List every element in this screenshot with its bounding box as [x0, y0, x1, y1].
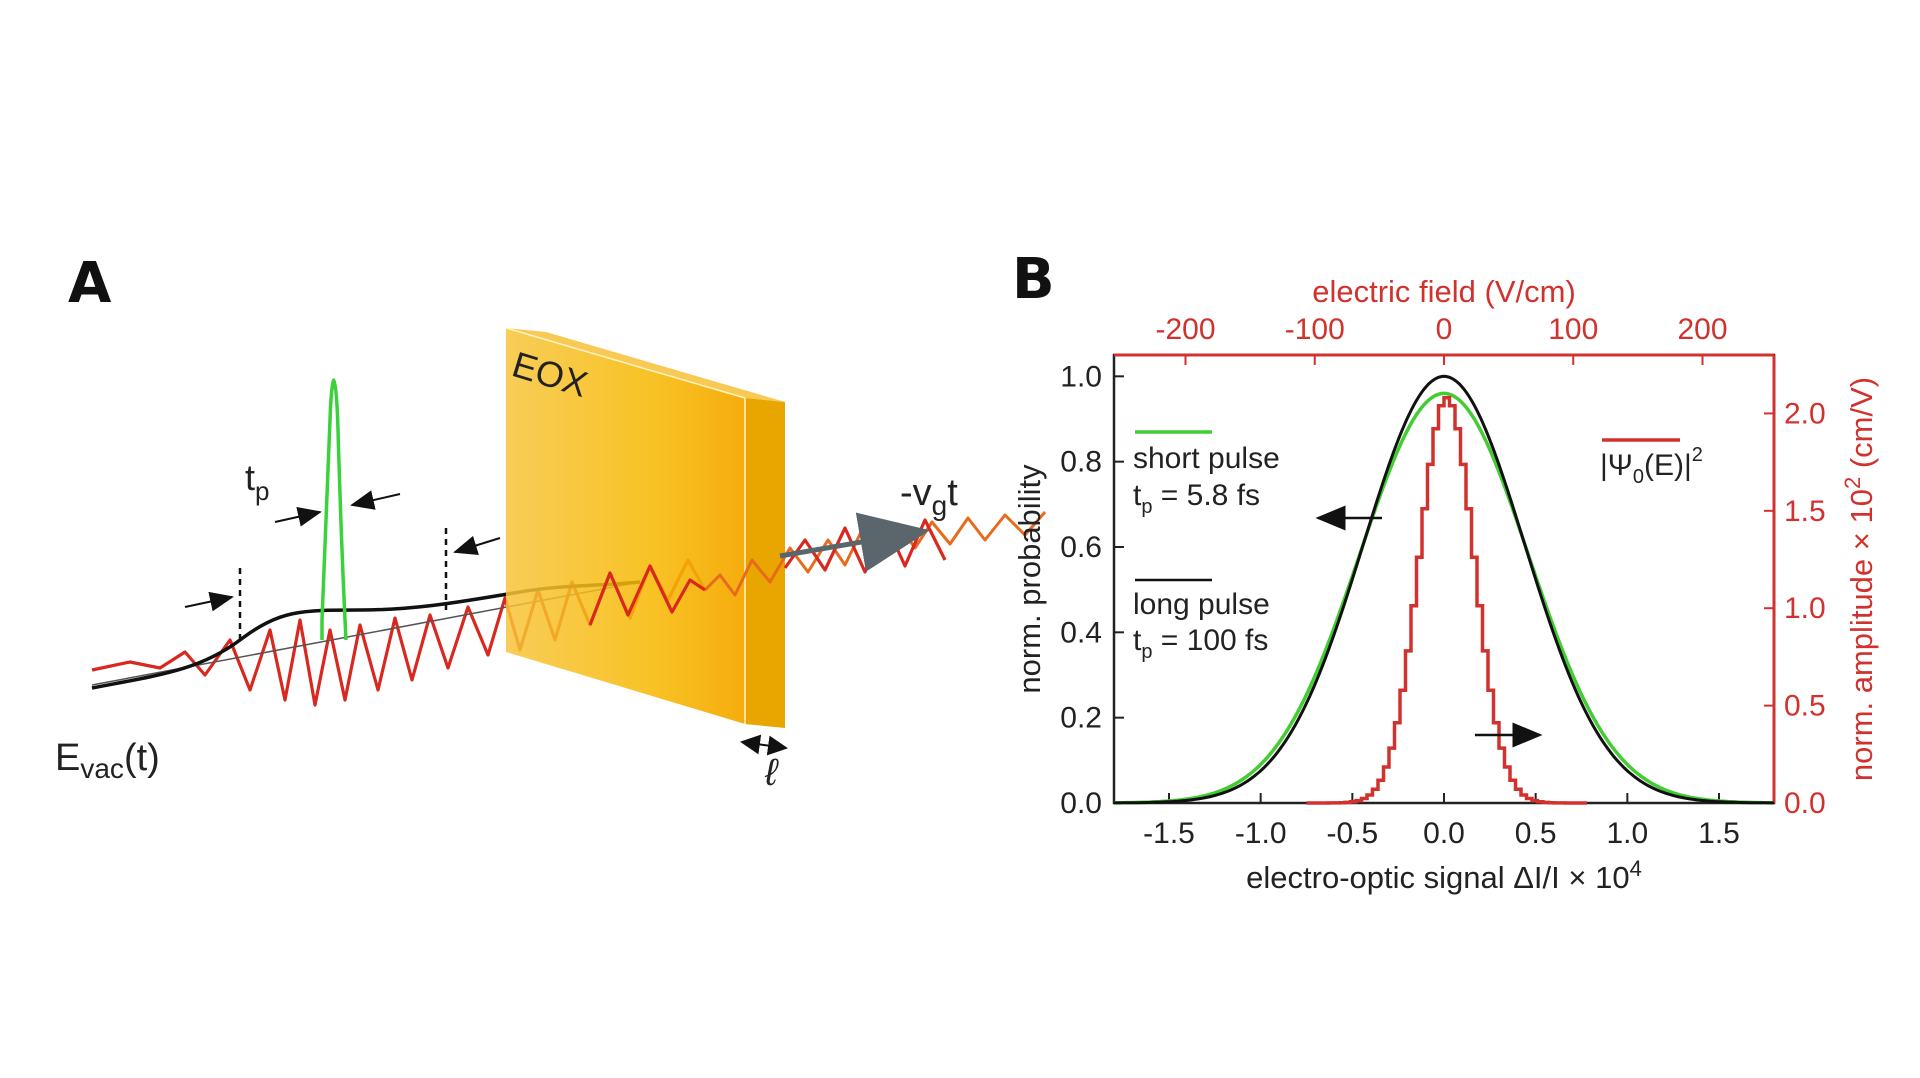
right-tick-label-2: 1.0	[1784, 592, 1826, 625]
top-tick-label-3: 100	[1548, 313, 1598, 346]
panel-a: A tp EOX	[55, 251, 1047, 794]
axis-ticks: -1.5 -1.0 -0.5 0.0 0.5 1.0 1.5 0.0 0.2 0.4 0.6 0.8 1…	[1060, 313, 1825, 850]
x-tick-label-6: 1.5	[1698, 817, 1740, 850]
top-tick-label-0: -200	[1155, 313, 1215, 346]
propagation-arrow	[779, 512, 930, 572]
x-tick-label-4: 0.5	[1515, 817, 1557, 850]
y-axis-title: norm. probability	[1012, 464, 1047, 694]
vacuum-distribution-curve	[1306, 395, 1587, 805]
legend-short-name: short pulse	[1133, 442, 1280, 475]
x-tick-label-2: -0.5	[1326, 817, 1378, 850]
panel-b-letter: B	[1012, 247, 1055, 312]
legend-long-param: tp = 100 fs	[1133, 624, 1268, 663]
legend-short-param: tp = 5.8 fs	[1133, 479, 1260, 518]
field-exit	[783, 518, 947, 574]
right-tick-label-3: 1.5	[1784, 495, 1826, 528]
eox-crystal	[505, 327, 785, 728]
y-tick-label-0: 0.0	[1060, 787, 1102, 820]
top-tick-label-1: -100	[1285, 313, 1345, 346]
x-tick-label-5: 1.0	[1606, 817, 1648, 850]
long-pulse-curve	[1114, 374, 1774, 805]
right-tick-label-0: 0.0	[1784, 787, 1826, 820]
x-axis-title: electro-optic signal ΔI/I × 104	[1246, 856, 1642, 895]
x-tick-label-0: -1.5	[1143, 817, 1195, 850]
panel-a-letter: A	[68, 251, 112, 316]
panel-b: B -1.5 -1.0 -0.5 0.0 0.5 1.0 1.5 0.0 0.2 0.4 0.6 0.…	[1012, 247, 1879, 895]
arrow-right-marker	[453, 535, 501, 556]
thickness-label: ℓ	[764, 752, 779, 794]
y-tick-label-3: 0.6	[1060, 531, 1102, 564]
arrow-left-marker	[184, 591, 234, 612]
y-tick-label-2: 0.4	[1060, 616, 1102, 649]
velocity-label: -vgt	[900, 472, 958, 521]
chart-curves	[1114, 374, 1774, 805]
thickness-arrow	[740, 734, 788, 756]
tp-label: tp	[245, 457, 269, 506]
plot-frame	[1112, 353, 1776, 805]
top-tick-label-2: 0	[1436, 313, 1453, 346]
right-axis-title: norm. amplitude × 102 (cm/V)	[1840, 377, 1879, 781]
probe-pulse	[320, 378, 348, 641]
right-tick-label-1: 0.5	[1784, 690, 1826, 723]
top-axis-title: electric field (V/cm)	[1312, 274, 1576, 309]
tp-arrow-left	[274, 507, 322, 527]
right-tick-label-4: 2.0	[1784, 397, 1826, 430]
x-tick-label-1: -1.0	[1235, 817, 1287, 850]
tp-arrow-right	[350, 490, 401, 510]
y-tick-label-5: 1.0	[1060, 360, 1102, 393]
top-tick-label-4: 200	[1677, 313, 1727, 346]
short-pulse-curve	[1114, 391, 1774, 805]
y-tick-label-4: 0.8	[1060, 446, 1102, 479]
y-tick-label-1: 0.2	[1060, 702, 1102, 735]
legend-vacuum-name: |Ψ0(E)|2	[1600, 444, 1703, 488]
evac-label: Evac(t)	[55, 737, 160, 784]
field-after-crystal	[588, 564, 706, 626]
legend-long-name: long pulse	[1133, 588, 1270, 621]
x-tick-label-3: 0.0	[1423, 817, 1465, 850]
